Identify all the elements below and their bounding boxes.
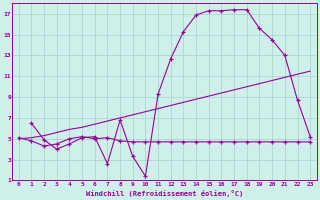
- X-axis label: Windchill (Refroidissement éolien,°C): Windchill (Refroidissement éolien,°C): [86, 190, 243, 197]
